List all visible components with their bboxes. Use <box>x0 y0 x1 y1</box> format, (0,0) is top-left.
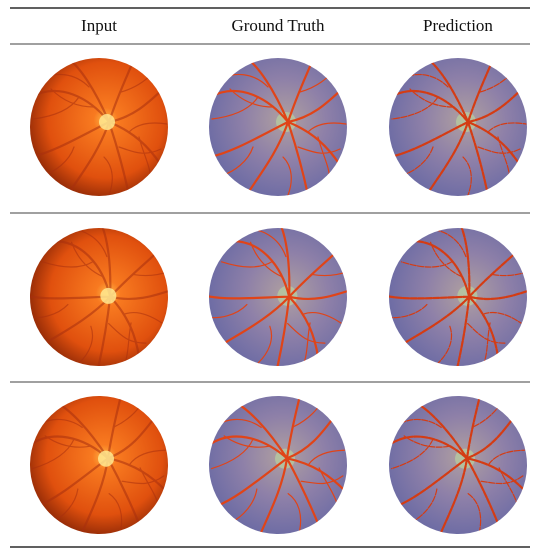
column-header: Input <box>81 16 117 35</box>
fundus-image <box>7 205 190 388</box>
fundus-image <box>186 205 369 388</box>
column-header: Prediction <box>423 16 493 35</box>
column-header: Ground Truth <box>231 16 325 35</box>
fundus-image <box>366 205 537 388</box>
fundus-image <box>19 385 179 545</box>
fundus-image <box>209 58 347 196</box>
fundus-image <box>389 58 527 196</box>
fundus-image <box>378 385 537 545</box>
fundus-image <box>30 58 168 196</box>
fundus-image <box>198 385 358 545</box>
